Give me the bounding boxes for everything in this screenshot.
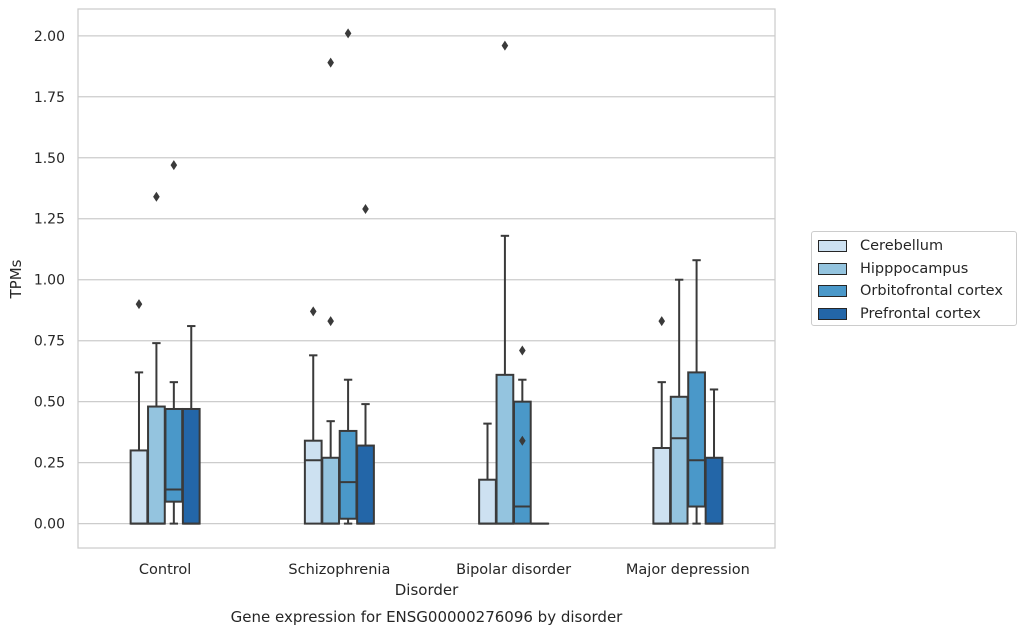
outlier-point [327, 316, 334, 326]
y-tick-label: 1.75 [34, 90, 65, 106]
box [514, 402, 531, 524]
legend-swatch-orbitofrontal [818, 285, 847, 297]
outlier-point [153, 192, 160, 202]
box-group [653, 316, 670, 523]
outlier-point [327, 58, 334, 68]
box-group [305, 306, 322, 523]
box [131, 450, 148, 523]
legend-label: Hipppocampus [860, 261, 968, 277]
x-tick-label: Control [139, 562, 191, 578]
outlier-point [519, 345, 526, 355]
legend-item-cerebellum: Cerebellum [818, 235, 1016, 258]
legend-swatch-cerebellum [818, 240, 847, 252]
legend-swatch-prefrontal [818, 308, 847, 320]
x-tick-label: Schizophrenia [288, 562, 390, 578]
y-tick-label: 0.25 [34, 456, 65, 472]
outlier-point [502, 41, 509, 51]
legend-swatch-hippocampus [818, 263, 847, 275]
box-group [479, 424, 496, 524]
box [706, 458, 723, 524]
box-group [148, 192, 165, 524]
y-tick-label: 1.25 [34, 212, 65, 228]
box [688, 372, 705, 506]
box-group [357, 204, 374, 524]
x-tick-label: Major depression [626, 562, 750, 578]
box-group [131, 299, 148, 524]
y-tick-label: 0.50 [34, 395, 65, 411]
box [479, 480, 496, 524]
box-group [514, 345, 531, 523]
box-group [688, 260, 705, 523]
box-group [165, 160, 182, 524]
box [183, 409, 200, 524]
box-group [497, 41, 514, 524]
chart-title: Gene expression for ENSG00000276096 by d… [231, 608, 624, 626]
box-group [322, 58, 339, 524]
box [148, 407, 165, 524]
box [305, 441, 322, 524]
x-axis-label: Disorder [395, 581, 459, 599]
y-tick-label: 0.75 [34, 334, 65, 350]
x-tick-labels: Control Schizophrenia Bipolar disorder Majo… [139, 562, 750, 578]
legend-label: Cerebellum [860, 238, 943, 254]
box [653, 448, 670, 524]
legend-label: Prefrontal cortex [860, 306, 981, 322]
box [671, 397, 688, 524]
box-series [131, 28, 723, 523]
box-group [706, 389, 723, 523]
box [497, 375, 514, 524]
box [357, 446, 374, 524]
outlier-point [362, 204, 369, 214]
box [340, 431, 357, 519]
box-group [340, 28, 357, 523]
outlier-point [658, 316, 665, 326]
y-tick-label: 2.00 [34, 29, 65, 45]
legend-item-orbitofrontal: Orbitofrontal cortex [818, 280, 1016, 303]
y-tick-label: 1.00 [34, 273, 65, 289]
legend-label: Orbitofrontal cortex [860, 283, 1003, 299]
legend-item-prefrontal: Prefrontal cortex [818, 303, 1016, 326]
box [322, 458, 339, 524]
outlier-point [345, 28, 352, 38]
legend: Cerebellum Hipppocampus Orbitofrontal co… [811, 231, 1017, 326]
y-axis-label: TPMs [7, 259, 25, 299]
legend-item-hippocampus: Hipppocampus [818, 258, 1016, 281]
y-tick-labels: 0.00 0.25 0.50 0.75 1.00 1.25 1.50 1.75 2.00 [34, 29, 65, 533]
y-tick-label: 0.00 [34, 517, 65, 533]
box-group [671, 280, 688, 524]
outlier-point [136, 299, 143, 309]
outlier-point [171, 160, 178, 170]
box-group [183, 326, 200, 524]
y-tick-label: 1.50 [34, 151, 65, 167]
x-tick-label: Bipolar disorder [456, 562, 571, 578]
outlier-point [310, 306, 317, 316]
box [165, 409, 182, 502]
